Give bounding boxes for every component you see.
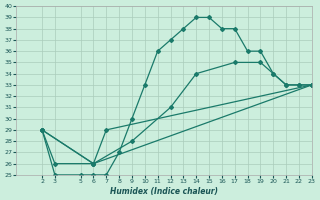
X-axis label: Humidex (Indice chaleur): Humidex (Indice chaleur): [110, 187, 218, 196]
